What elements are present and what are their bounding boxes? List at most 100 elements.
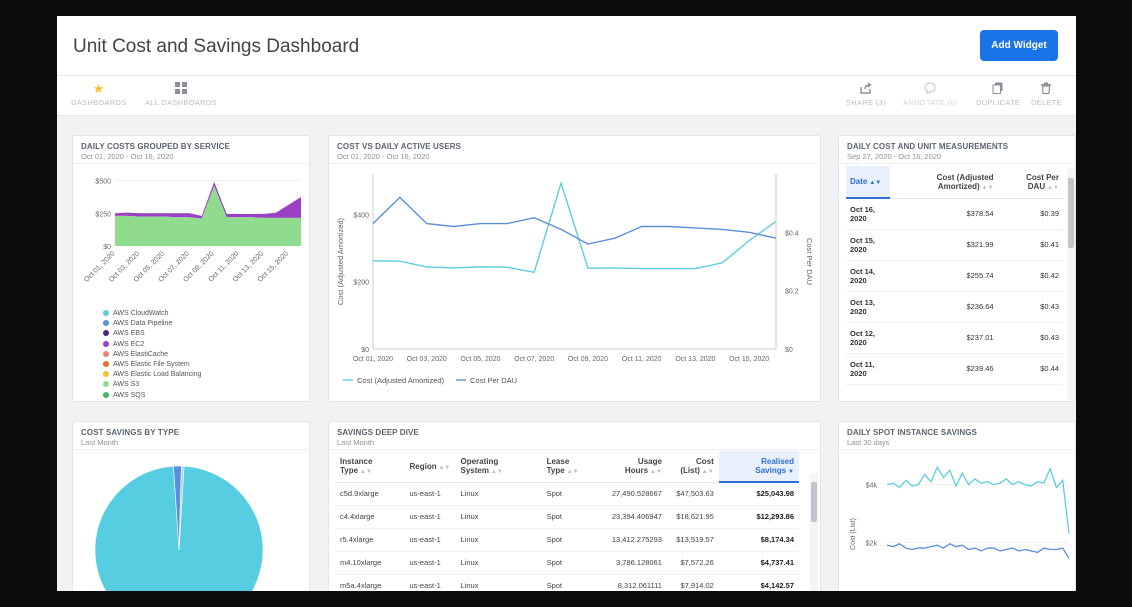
table-row[interactable]: Oct 12, 2020 $237.01 $0.43 bbox=[846, 322, 1063, 354]
column-header-lease-type[interactable]: Lease Type ▲▼ bbox=[541, 451, 598, 483]
column-header-instance-type[interactable]: Instance Type ▲▼ bbox=[335, 451, 405, 483]
annotate-button[interactable]: ANNOTATE (0) bbox=[903, 80, 958, 107]
legend-swatch bbox=[103, 371, 109, 378]
legend-item[interactable]: AWS Data Pipeline bbox=[103, 320, 172, 327]
share-button[interactable]: SHARE (3) bbox=[846, 80, 886, 107]
x-tick-label: Oct 07, 2020 bbox=[514, 356, 554, 363]
column-header-realised-savings[interactable]: Realised Savings ▼ bbox=[718, 451, 799, 483]
table-row[interactable]: Oct 11, 2020 $239.46 $0.44 bbox=[846, 353, 1063, 385]
legend-item[interactable]: AWS CloudWatch bbox=[103, 310, 169, 317]
column-header-usage-hours[interactable]: Usage Hours ▲▼ bbox=[597, 451, 667, 483]
cell-cost: $239.46 bbox=[890, 353, 998, 385]
cell-lease: Spot bbox=[541, 528, 598, 552]
cell-date: Oct 14, 2020 bbox=[846, 260, 890, 292]
x-tick-label: Oct 11, 2020 bbox=[622, 356, 662, 363]
area-series-aws-ec2 bbox=[115, 181, 301, 219]
table-row[interactable]: c5d.9xlarge us-east-1 Linux Spot 27,490.5286… bbox=[335, 482, 799, 506]
scrollbar-thumb[interactable] bbox=[1068, 178, 1074, 248]
legend-item[interactable]: AWS Elastic Load Balancing bbox=[103, 371, 201, 378]
delete-label: DELETE bbox=[1031, 98, 1062, 107]
column-header-label: Lease Type bbox=[546, 457, 570, 476]
cell-cost: $7,914.02 bbox=[666, 574, 719, 591]
column-header-label: Cost (List) bbox=[680, 457, 714, 476]
column-header-cost[interactable]: Cost (Adjusted Amortized) ▲▼ bbox=[890, 166, 998, 199]
y-tick-label: $250 bbox=[95, 211, 111, 218]
column-header-region[interactable]: Region ▲▼ bbox=[404, 451, 456, 483]
pie-chart[interactable] bbox=[73, 450, 310, 591]
dashboards-tab[interactable]: ★ DASHBOARDS bbox=[71, 80, 127, 107]
y-tick-label: $500 bbox=[95, 179, 111, 186]
widget-daily-costs: DAILY COSTS GROUPED BY SERVICE Oct 01, 2… bbox=[72, 135, 310, 402]
column-header-cost-list[interactable]: Cost (List) ▲▼ bbox=[666, 451, 719, 483]
legend-item[interactable]: AWS EBS bbox=[103, 330, 145, 337]
cell-instance: r5.4xlarge bbox=[335, 528, 405, 552]
cell-region: us-east-1 bbox=[404, 551, 456, 575]
table-row[interactable]: r5.4xlarge us-east-1 Linux Spot 13,412.27529… bbox=[335, 528, 799, 552]
widget-title: DAILY SPOT INSTANCE SAVINGS bbox=[847, 428, 977, 437]
x-tick-label: Oct 03, 2020 bbox=[407, 356, 447, 363]
widget-cost-savings: COST SAVINGS BY TYPE Last Month bbox=[72, 421, 310, 591]
table-row[interactable]: Oct 16, 2020 $378.54 $0.39 bbox=[846, 198, 1063, 230]
cell-cost: $255.74 bbox=[890, 260, 998, 292]
cell-cost: $7,572.26 bbox=[666, 551, 719, 575]
toolbar: ★ DASHBOARDS ALL DASHBOARDS SHARE (3) AN… bbox=[57, 76, 1076, 116]
y2-axis-label: Cost Per DAU bbox=[805, 238, 814, 285]
cell-instance: m5a.4xlarge bbox=[335, 574, 405, 591]
column-header-operating-system[interactable]: Operating System ▲▼ bbox=[455, 451, 542, 483]
dual-axis-line-chart[interactable]: $0 $200 $400 $0 $0.2 $0.4 Oct 01, 2020 Oct 03, … bbox=[329, 164, 821, 402]
table-row[interactable]: Oct 14, 2020 $255.74 $0.42 bbox=[846, 260, 1063, 292]
sort-icon: ▲▼ bbox=[701, 469, 714, 476]
legend-item[interactable]: AWS S3 bbox=[103, 381, 139, 388]
column-header-cost-per-dau[interactable]: Cost Per DAU ▲▼ bbox=[997, 166, 1063, 199]
table-row[interactable]: c4.4xlarge us-east-1 Linux Spot 23,394.40694… bbox=[335, 505, 799, 529]
star-icon: ★ bbox=[92, 81, 105, 96]
legend-item[interactable]: AWS ElastiCache bbox=[103, 350, 168, 358]
cell-cost-per-dau: $0.43 bbox=[997, 291, 1063, 323]
legend-swatch bbox=[103, 330, 109, 337]
legend-swatch bbox=[103, 310, 109, 316]
cell-lease: Spot bbox=[541, 482, 598, 506]
table-row[interactable]: m5a.4xlarge us-east-1 Linux Spot 8,312.06111… bbox=[335, 574, 799, 591]
legend-item[interactable]: AWS SQS bbox=[103, 391, 145, 399]
cell-lease: Spot bbox=[541, 551, 598, 575]
cell-os: Linux bbox=[455, 482, 542, 506]
column-header-label: Instance Type bbox=[340, 457, 373, 476]
widget-subtitle: Oct 01, 2020 - Oct 16, 2020 bbox=[81, 152, 174, 161]
legend-swatch bbox=[103, 350, 109, 357]
cell-cost-per-dau: $0.43 bbox=[997, 322, 1063, 354]
table-scrollbar[interactable] bbox=[810, 474, 818, 591]
legend-item[interactable]: AWS Elastic File System bbox=[103, 361, 190, 368]
legend-item[interactable]: AWS EC2 bbox=[103, 340, 144, 348]
y-tick-label: $0 bbox=[361, 347, 369, 354]
y-tick-label: $0 bbox=[103, 244, 111, 251]
y-tick-label: $400 bbox=[353, 212, 369, 219]
table-row[interactable]: m4.10xlarge us-east-1 Linux Spot 3,786.12806… bbox=[335, 551, 799, 575]
legend-label: AWS ElastiCache bbox=[113, 350, 168, 358]
duplicate-label: DUPLICATE bbox=[976, 98, 1021, 107]
column-header-label: Region bbox=[409, 461, 437, 471]
all-dashboards-tab[interactable]: ALL DASHBOARDS bbox=[145, 80, 217, 107]
widget-savings-deep-dive: SAVINGS DEEP DIVE Last Month Instance Ty… bbox=[328, 421, 821, 591]
spot-savings-line-chart[interactable]: $2k $4k Cost (List) bbox=[839, 450, 1076, 591]
comment-icon bbox=[903, 80, 958, 98]
delete-button[interactable]: DELETE bbox=[1031, 80, 1062, 107]
widget-title: DAILY COST AND UNIT MEASUREMENTS bbox=[847, 142, 1009, 151]
legend-label: AWS EBS bbox=[113, 330, 145, 338]
cell-region: us-east-1 bbox=[404, 528, 456, 552]
table-row[interactable]: Oct 13, 2020 $236.64 $0.43 bbox=[846, 291, 1063, 323]
column-header-date[interactable]: Date ▲▼ bbox=[846, 166, 890, 199]
scrollbar-thumb[interactable] bbox=[811, 482, 817, 522]
add-widget-button[interactable]: Add Widget bbox=[980, 30, 1058, 61]
cell-cost: $236.64 bbox=[890, 291, 998, 323]
x-tick-label: Oct 01, 2020 bbox=[353, 356, 393, 363]
table-row[interactable]: Oct 15, 2020 $321.99 $0.41 bbox=[846, 229, 1063, 261]
y-axis-label: Cost (List) bbox=[850, 518, 857, 550]
cell-instance: c5d.9xlarge bbox=[335, 482, 405, 506]
y-tick-label: $2k bbox=[866, 540, 878, 547]
cell-cost-per-dau: $0.41 bbox=[997, 229, 1063, 261]
duplicate-button[interactable]: DUPLICATE bbox=[976, 80, 1020, 107]
cell-savings: $25,043.98 bbox=[718, 482, 799, 506]
table-scrollbar[interactable] bbox=[1067, 168, 1075, 400]
dashboard-app: Unit Cost and Savings Dashboard Add Widg… bbox=[57, 16, 1076, 591]
